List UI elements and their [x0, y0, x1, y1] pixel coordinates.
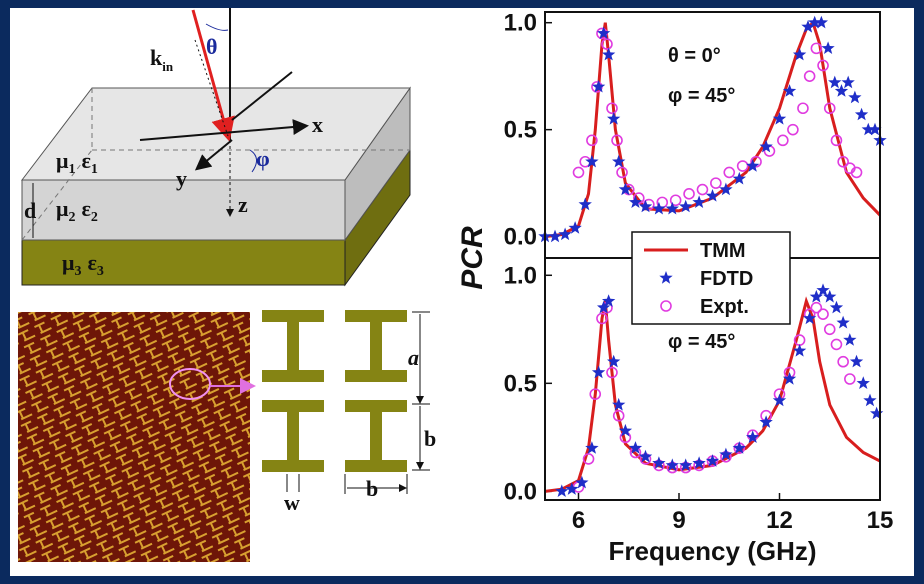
y-axis-label: y	[176, 166, 187, 191]
index: 1	[91, 162, 98, 177]
index: 3	[74, 264, 81, 279]
dimension-label: w	[284, 490, 300, 515]
annotation: θ = 0°	[668, 45, 721, 67]
y-tick-label: 0.0	[504, 224, 537, 251]
annotation: φ = 45°	[668, 85, 735, 107]
k-sub: in	[162, 59, 174, 74]
dimension-label: b	[424, 426, 436, 451]
index: 2	[68, 210, 75, 225]
theta-label: θ	[206, 34, 217, 59]
y-axis-label: PCR	[456, 226, 489, 290]
y-tick-label: 1.0	[504, 262, 537, 289]
mu: μ	[56, 148, 69, 173]
eps: ε	[81, 196, 90, 221]
legend-label: Expt.	[700, 296, 749, 318]
x-tick-label: 9	[672, 507, 685, 534]
mu: μ	[62, 250, 75, 275]
x-axis-label: Frequency (GHz)	[608, 536, 816, 566]
figure: kin θ φ x y z d μ1ε1 μ2ε2 μ3ε3 a b w b	[0, 0, 924, 584]
mu: μ	[56, 196, 69, 221]
index: 2	[91, 210, 98, 225]
phi-label: φ	[256, 146, 270, 171]
y-tick-label: 1.0	[504, 10, 537, 37]
legend-label: FDTD	[700, 268, 753, 290]
x-tick-label: 6	[572, 507, 585, 534]
index: 1	[68, 162, 75, 177]
y-tick-label: 0.5	[504, 117, 537, 144]
thickness-label: d	[24, 198, 36, 223]
y-tick-label: 0.5	[504, 370, 537, 397]
annotation: φ = 45°	[668, 331, 735, 353]
dimension-label: b	[366, 476, 378, 501]
page: kin θ φ x y z d μ1ε1 μ2ε2 μ3ε3 a b w b	[0, 0, 924, 584]
legend-label: TMM	[700, 240, 746, 262]
dimension-label: a	[408, 345, 419, 370]
z-axis-label: z	[238, 192, 248, 217]
k: k	[150, 45, 163, 70]
x-tick-label: 15	[867, 507, 894, 534]
eps: ε	[81, 148, 90, 173]
x-axis-label: x	[312, 112, 323, 137]
y-tick-label: 0.0	[504, 478, 537, 505]
x-tick-label: 12	[766, 507, 793, 534]
index: 3	[97, 264, 104, 279]
eps: ε	[87, 250, 96, 275]
